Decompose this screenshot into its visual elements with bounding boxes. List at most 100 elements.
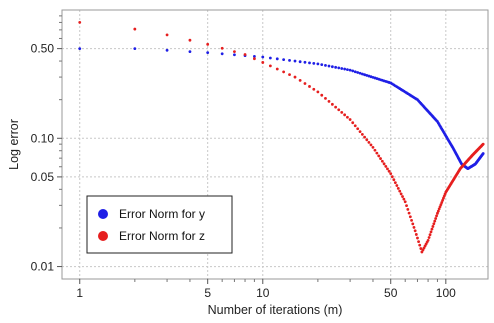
data-point (298, 79, 302, 82)
x-tick-label: 50 (384, 286, 398, 300)
data-point (406, 207, 410, 211)
x-tick-label: 5 (204, 286, 211, 300)
data-point (188, 38, 192, 42)
data-point (282, 70, 286, 74)
data-point (438, 205, 442, 209)
data-point (293, 59, 297, 63)
legend-marker-error-norm-z (98, 231, 108, 241)
data-point (288, 58, 291, 62)
data-point (403, 200, 407, 204)
data-point (440, 201, 444, 204)
data-point (365, 138, 369, 142)
data-point (392, 178, 396, 182)
series-layer (78, 21, 485, 254)
data-point (417, 240, 420, 244)
data-point (377, 154, 381, 158)
data-point (367, 140, 371, 144)
data-point (312, 87, 316, 91)
data-point (293, 75, 297, 79)
legend-label-error-norm-z: Error Norm for z (119, 229, 205, 243)
y-tick-label: 0.10 (31, 131, 55, 145)
legend-box (86, 195, 233, 254)
data-point (371, 145, 375, 149)
data-point (439, 203, 443, 207)
data-point (282, 58, 286, 62)
data-point (380, 159, 384, 163)
data-point (363, 135, 366, 139)
data-point (348, 68, 352, 72)
data-point (426, 238, 430, 242)
y-tick-label: 0.50 (31, 42, 55, 56)
data-point (327, 64, 331, 68)
data-point (206, 51, 210, 55)
data-point (233, 50, 236, 53)
data-point (353, 124, 357, 128)
data-point (308, 61, 311, 65)
data-point (358, 71, 362, 75)
data-point (405, 204, 408, 208)
data-point (308, 85, 311, 88)
data-point (356, 127, 360, 131)
data-point (261, 61, 265, 64)
data-point (346, 115, 349, 119)
data-point (334, 65, 338, 69)
y-axis-title: Log error (7, 119, 21, 170)
data-point (395, 184, 399, 187)
legend: Error Norm for y Error Norm for z (86, 195, 233, 254)
data-point (399, 192, 403, 196)
data-point (303, 60, 307, 64)
data-point (324, 63, 327, 67)
data-point (360, 72, 364, 76)
data-point (432, 222, 436, 226)
data-point (437, 207, 441, 211)
y-tick-label: 0.05 (31, 170, 55, 184)
x-axis-title: Number of iterations (m) (208, 303, 343, 317)
series-error-norm-y (78, 47, 485, 171)
data-point (396, 186, 400, 190)
data-point (401, 195, 404, 198)
data-point (407, 211, 411, 215)
data-point (334, 105, 338, 109)
data-point (387, 169, 391, 173)
data-point (261, 55, 265, 59)
data-point (430, 227, 434, 231)
data-point (413, 229, 417, 233)
data-point (379, 157, 382, 160)
data-point (346, 68, 349, 71)
data-point (327, 100, 331, 103)
data-point (434, 217, 438, 220)
data-point (275, 67, 279, 71)
data-point (303, 82, 307, 85)
data-point (433, 219, 437, 223)
y-tick-label: 0.01 (31, 260, 55, 274)
data-point (312, 62, 316, 65)
data-point (481, 152, 485, 155)
data-point (428, 233, 432, 237)
data-point (416, 236, 419, 240)
data-point (78, 21, 82, 24)
data-point (390, 175, 394, 179)
data-point (133, 27, 137, 31)
data-point (481, 142, 485, 146)
data-point (356, 71, 360, 74)
data-point (431, 225, 435, 228)
data-point (418, 243, 422, 247)
data-point (233, 53, 236, 57)
data-point (275, 57, 279, 61)
data-point (343, 113, 347, 117)
data-point (427, 236, 431, 239)
data-point (188, 50, 192, 54)
data-point (419, 247, 423, 250)
data-point (429, 230, 433, 234)
data-point (340, 67, 344, 70)
data-point (343, 67, 347, 71)
data-point (316, 62, 320, 66)
data-point (369, 143, 373, 147)
data-point (330, 65, 334, 69)
data-point (436, 211, 439, 215)
data-point (340, 110, 344, 114)
data-point (253, 54, 256, 58)
data-point (268, 56, 272, 60)
